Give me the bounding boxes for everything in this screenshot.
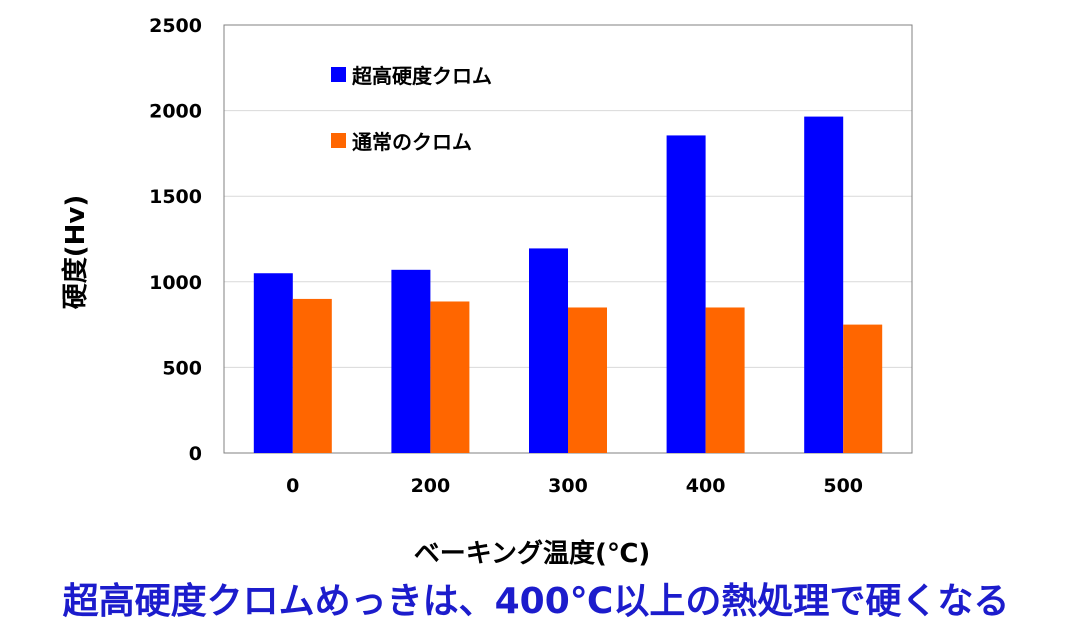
y-tick-label: 1500	[149, 186, 202, 208]
bar-normal-chrome-400	[705, 307, 745, 453]
legend-label: 通常のクロム	[352, 130, 472, 154]
legend-swatch	[331, 67, 346, 82]
x-tick-label: 500	[823, 475, 863, 497]
x-tick-label: 400	[686, 475, 726, 497]
x-axis-title: ベーキング温度(℃)	[414, 538, 650, 569]
bar-ultra-hard-chrome-500	[804, 116, 844, 453]
summary-caption: 超高硬度クロムめっきは、400℃以上の熱処理で硬くなる	[62, 581, 1010, 622]
x-tick-labels: 0 200 300 400 500	[286, 475, 863, 497]
hardness-bar-chart: 0 500 1000 1500 2000 2500 0 200 300 400 500 超高硬度ク…	[60, 15, 913, 569]
y-tick-label: 500	[162, 357, 202, 379]
bar-normal-chrome-0	[292, 298, 332, 453]
y-axis-title: 硬度(Hv)	[60, 195, 91, 309]
bar-ultra-hard-chrome-200	[391, 269, 431, 453]
bar-normal-chrome-500	[843, 324, 883, 453]
legend-swatch	[331, 133, 346, 148]
bar-ultra-hard-chrome-400	[666, 135, 706, 453]
x-tick-label: 200	[411, 475, 451, 497]
y-tick-label: 1000	[149, 272, 202, 294]
y-tick-label: 2000	[149, 101, 202, 123]
y-tick-label: 0	[189, 443, 202, 465]
y-tick-label: 2500	[149, 15, 202, 37]
y-tick-labels: 0 500 1000 1500 2000 2500	[149, 15, 202, 465]
bar-normal-chrome-200	[430, 301, 470, 453]
bar-normal-chrome-300	[568, 307, 607, 453]
x-tick-label: 300	[548, 475, 588, 497]
bar-ultra-hard-chrome-0	[253, 273, 293, 453]
x-tick-label: 0	[286, 475, 299, 497]
legend-label: 超高硬度クロム	[351, 64, 492, 88]
bars	[253, 116, 883, 453]
bar-ultra-hard-chrome-300	[529, 248, 568, 453]
